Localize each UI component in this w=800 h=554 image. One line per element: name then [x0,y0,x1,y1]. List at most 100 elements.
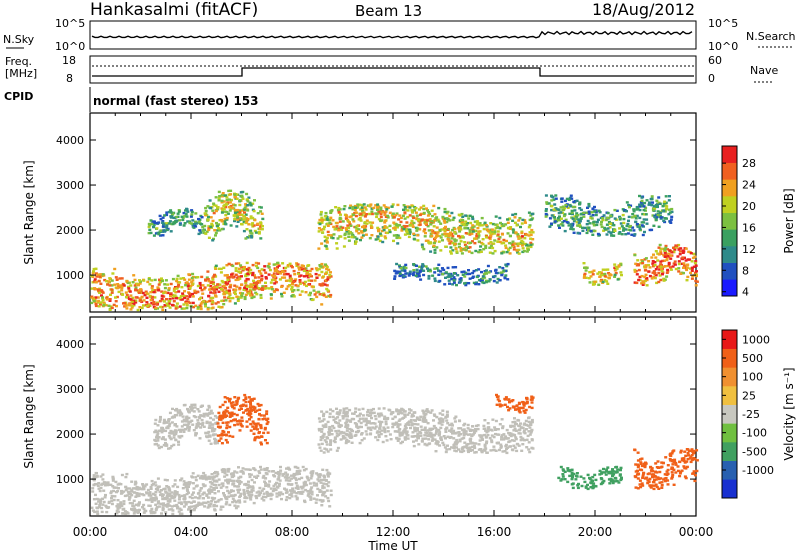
scatter-cell [167,222,171,225]
scatter-cell [660,270,664,273]
scatter-cell [215,471,219,474]
scatter-cell [215,474,219,478]
scatter-cell [168,220,172,223]
scatter-cell [477,283,481,286]
scatter-cell [150,507,154,511]
scatter-cell [505,451,509,455]
scatter-cell [635,214,639,218]
scatter-cell [634,262,638,265]
noise-right-tick-bottom: 10^0 [708,40,738,53]
scatter-cell [210,296,213,300]
scatter-cell [338,208,342,211]
scatter-cell [228,400,231,403]
scatter-cell [149,295,153,298]
scatter-cell [494,449,498,452]
scatter-cell [224,409,228,412]
scatter-cell [199,302,203,305]
scatter-cell [441,217,445,220]
scatter-cell [525,243,529,246]
scatter-cell [187,427,191,430]
scatter-cell [410,209,414,212]
scatter-cell [272,484,276,488]
scatter-cell [451,249,455,252]
scatter-cell [347,226,351,230]
scatter-cell [358,203,362,206]
scatter-cell [165,228,169,232]
scatter-cell [411,215,415,218]
scatter-cell [160,294,164,297]
scatter-cell [342,245,346,248]
scatter-cell [402,274,406,278]
scatter-cell [280,285,284,288]
scatter-cell [516,244,520,248]
scatter-cell [417,272,421,275]
scatter-cell [210,481,214,485]
scatter-cell [417,436,420,440]
scatter-cell [228,397,232,401]
scatter-cell [462,449,466,453]
scatter-cell [432,204,436,208]
scatter-cell [489,270,493,273]
scatter-cell [379,208,383,211]
scatter-cell [405,225,409,228]
scatter-cell [626,222,630,226]
scatter-cell [213,472,216,475]
scatter-cell [147,498,151,502]
scatter-cell [416,271,419,274]
scatter-cell [371,426,375,429]
scatter-cell [552,198,556,201]
scatter-cell [286,272,290,276]
scatter-cell [422,230,426,233]
scatter-cell [125,487,129,490]
scatter-cell [498,240,502,244]
scatter-cell [430,229,434,232]
scatter-cell [474,429,478,433]
scatter-cell [370,226,374,229]
scatter-cell [446,435,450,438]
scatter-cell [613,275,617,278]
scatter-cell [464,214,468,217]
scatter-cell [481,243,485,246]
scatter-cell [199,426,203,429]
scatter-cell [240,416,244,419]
scatter-cell [500,223,504,226]
scatter-cell [405,230,409,234]
scatter-cell [490,440,494,444]
scatter-cell [173,490,177,493]
scatter-cell [298,293,302,296]
scatter-cell [505,264,509,268]
scatter-cell [592,229,595,233]
scatter-cell [323,239,327,243]
scatter-cell [192,429,196,432]
scatter-cell [635,205,639,209]
scatter-cell [164,511,168,514]
scatter-cell [170,505,174,508]
scatter-cell [630,233,634,236]
scatter-cell [511,424,515,428]
scatter-cell [488,278,492,281]
scatter-cell [393,269,397,273]
scatter-cell [219,267,223,271]
scatter-cell [249,429,253,432]
scatter-cell [116,503,120,506]
scatter-cell [370,408,374,412]
scatter-cell [308,495,312,498]
scatter-cell [351,205,355,209]
scatter-cell [422,247,426,251]
scatter-cell [315,276,319,279]
scatter-cell [380,219,384,222]
scatter-cell [266,494,270,497]
scatter-cell [251,202,255,205]
scatter-region-1 [153,403,220,450]
scatter-cell [147,225,151,229]
scatter-cell [246,272,250,275]
scatter-cell [257,232,261,235]
scatter-cell [156,502,160,505]
scatter-cell [142,487,146,491]
scatter-cell [613,208,617,212]
scatter-cell [186,489,189,492]
scatter-cell [435,246,439,249]
scatter-cell [192,505,196,508]
scatter-cell [398,223,402,227]
scatter-cell [178,305,182,308]
